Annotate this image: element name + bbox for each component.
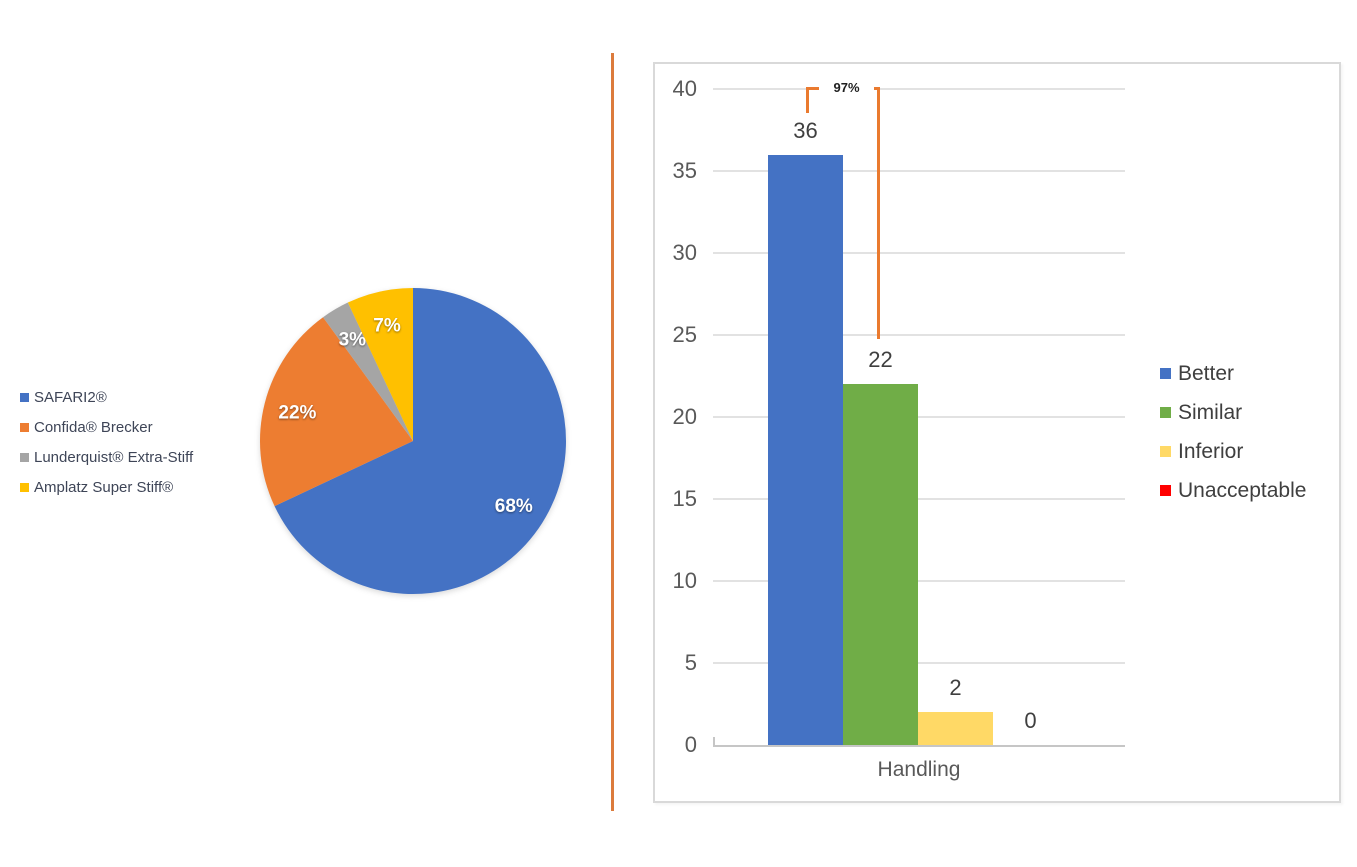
pie-legend-label: Confida® Brecker [34,418,153,436]
y-axis-tick-label: 0 [684,732,697,757]
pie-legend-label: SAFARI2® [34,388,107,406]
legend-swatch-icon [20,482,29,492]
bar-legend-item-better: Better [1160,354,1306,393]
bar-legend-label: Unacceptable [1178,478,1307,502]
legend-swatch-icon [1160,368,1171,379]
legend-swatch-icon [20,392,29,402]
pie-data-label: 3% [339,329,367,350]
pie-legend-item-lunderquist-extra-stiff: Lunderquist® Extra-Stiff [20,442,193,472]
y-axis-tick-label: 5 [684,650,697,675]
y-axis-tick-label: 20 [672,404,697,429]
bar-legend: Better Similar Inferior Unacceptable [1160,354,1306,510]
pie-legend: SAFARI2® Confida® Brecker Lunderquist® Ext… [20,382,193,502]
y-axis-tick-label: 30 [672,240,697,265]
bar-better [768,155,843,745]
pie-chart: 68% 22% 3% 7% [260,288,567,594]
gridline-y-5 [713,662,1125,664]
axis-tick [713,737,715,745]
bar-data-label-inferior: 2 [949,675,962,700]
bar-legend-item-inferior: Inferior [1160,432,1306,471]
x-axis-line [713,745,1125,747]
pie-legend-label: Amplatz Super Stiff® [34,478,174,496]
bar-data-label-unacceptable: 0 [1024,708,1037,733]
legend-swatch-icon [1160,407,1171,418]
gridline-y-20 [713,416,1125,418]
significance-bracket-right [877,88,880,339]
pie-legend-label: Lunderquist® Extra-Stiff [34,448,194,466]
gridline-y-30 [713,252,1125,254]
pie-data-label: 68% [495,496,533,517]
bar-data-label-similar: 22 [868,347,893,372]
y-axis-tick-label: 10 [672,568,697,593]
significance-label: 97% [819,77,874,99]
y-axis-tick-label: 40 [672,76,697,101]
pie-data-label: 22% [278,402,316,423]
bar-legend-label: Similar [1178,400,1243,424]
y-axis-tick-label: 25 [672,322,697,347]
bar-data-label-better: 36 [793,118,818,143]
pie-slice-safari2 [274,288,567,594]
gridline-y-35 [713,170,1125,172]
bar-legend-item-similar: Similar [1160,393,1306,432]
gridline-y-10 [713,580,1125,582]
pie-slice-amplatz-super-stiff [347,288,413,441]
legend-swatch-icon [20,422,29,432]
pie-slice-lunderquist-extra-stiff [323,302,413,441]
bar-similar [843,384,918,745]
gridline-y-25 [713,334,1125,336]
bar-legend-item-unacceptable: Unacceptable [1160,471,1306,510]
divider-line [611,53,614,811]
gridline-y-15 [713,498,1125,500]
y-axis-tick-label: 35 [672,158,697,183]
x-axis-title: Handling [877,758,961,781]
significance-bracket-left [806,88,809,113]
bar-legend-label: Inferior [1178,439,1244,463]
pie-legend-item-confida-brecker: Confida® Brecker [20,412,193,442]
gridline-y-40 [713,88,1125,90]
pie-slice-confida-brecker [260,317,413,507]
legend-swatch-icon [1160,485,1171,496]
pie-legend-item-amplatz-super-stiff: Amplatz Super Stiff® [20,472,193,502]
pie-legend-item-safari2: SAFARI2® [20,382,193,412]
bar-legend-label: Better [1178,361,1235,385]
bar-chart-panel: 40 35 30 25 20 15 10 5 0 36 22 2 0 97% Handling Bett… [653,62,1341,803]
bar-inferior [918,712,993,745]
legend-swatch-icon [1160,446,1171,457]
y-axis-tick-label: 15 [672,486,697,511]
legend-swatch-icon [20,452,29,462]
pie-data-label: 7% [373,316,401,337]
